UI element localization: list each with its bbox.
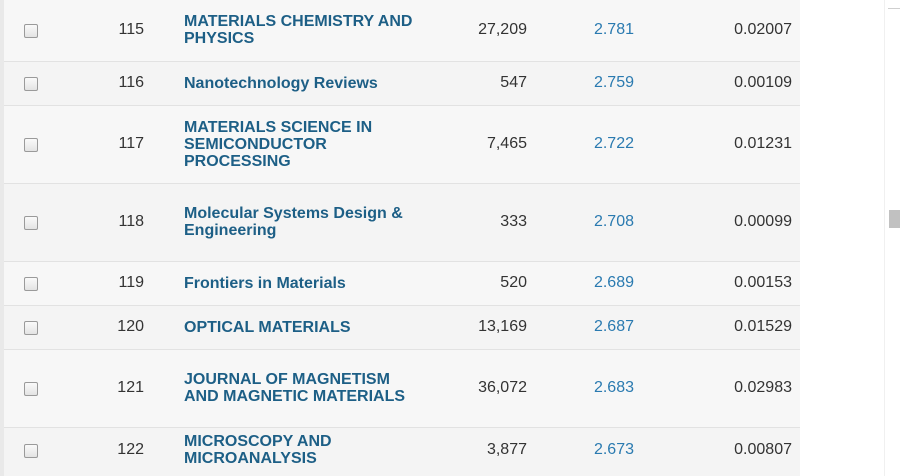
eigenfactor-cell: 0.00807 <box>734 441 792 458</box>
journal-results-table: 115 MATERIALS CHEMISTRY AND PHYSICS 27,2… <box>4 0 800 476</box>
rank-cell: 119 <box>118 274 144 291</box>
total-cites-cell: 3,877 <box>486 441 527 458</box>
journal-title-link[interactable]: Frontiers in Materials <box>184 275 346 292</box>
scrollbar-thumb[interactable] <box>889 210 900 228</box>
total-cites-cell: 27,209 <box>478 21 527 38</box>
journal-title-link[interactable]: Nanotechnology Reviews <box>184 75 378 92</box>
eigenfactor-cell: 0.00153 <box>734 274 792 291</box>
row-select-checkbox[interactable] <box>24 216 38 230</box>
journal-title-link[interactable]: JOURNAL OF MAGNETISM AND MAGNETIC MATERI… <box>184 371 406 405</box>
impact-factor-link[interactable]: 2.689 <box>593 274 634 291</box>
impact-factor-link[interactable]: 2.759 <box>593 74 634 91</box>
row-select-checkbox[interactable] <box>24 382 38 396</box>
table-row: 117 MATERIALS SCIENCE IN SEMICONDUCTOR P… <box>4 106 800 184</box>
impact-factor-link[interactable]: 2.687 <box>593 318 634 335</box>
total-cites-cell: 36,072 <box>478 379 527 396</box>
rank-cell: 117 <box>118 135 144 152</box>
row-select-checkbox[interactable] <box>24 138 38 152</box>
rank-cell: 118 <box>118 213 144 230</box>
table-row: 120 OPTICAL MATERIALS 13,169 2.687 0.015… <box>4 306 800 350</box>
journal-title-link[interactable]: MICROSCOPY AND MICROANALYSIS <box>184 433 332 467</box>
scrollbar-top-mark <box>888 8 900 9</box>
rank-cell: 122 <box>117 441 144 458</box>
eigenfactor-cell: 0.01529 <box>734 318 792 335</box>
table-row: 121 JOURNAL OF MAGNETISM AND MAGNETIC MA… <box>4 350 800 428</box>
journal-title-link[interactable]: MATERIALS SCIENCE IN SEMICONDUCTOR PROCE… <box>184 119 373 170</box>
rank-cell: 116 <box>118 74 144 91</box>
rank-cell: 121 <box>117 379 144 396</box>
row-select-checkbox[interactable] <box>24 321 38 335</box>
row-select-checkbox[interactable] <box>24 77 38 91</box>
right-empty-area <box>800 0 900 476</box>
table-row: 118 Molecular Systems Design & Engineeri… <box>4 184 800 262</box>
row-select-checkbox[interactable] <box>24 444 38 458</box>
table-row: 122 MICROSCOPY AND MICROANALYSIS 3,877 2… <box>4 428 800 476</box>
table-row: 115 MATERIALS CHEMISTRY AND PHYSICS 27,2… <box>4 0 800 62</box>
row-select-checkbox[interactable] <box>24 24 38 38</box>
vertical-scrollbar[interactable] <box>884 0 900 476</box>
eigenfactor-cell: 0.02007 <box>734 21 792 38</box>
journal-title-link[interactable]: MATERIALS CHEMISTRY AND PHYSICS <box>184 13 413 47</box>
impact-factor-link[interactable]: 2.708 <box>593 213 634 230</box>
eigenfactor-cell: 0.01231 <box>734 135 792 152</box>
left-panel-edge <box>0 0 4 476</box>
total-cites-cell: 333 <box>500 213 527 230</box>
impact-factor-link[interactable]: 2.781 <box>593 21 634 38</box>
rank-cell: 120 <box>117 318 144 335</box>
eigenfactor-cell: 0.02983 <box>734 379 792 396</box>
impact-factor-link[interactable]: 2.673 <box>593 441 634 458</box>
total-cites-cell: 520 <box>500 274 527 291</box>
journal-title-link[interactable]: OPTICAL MATERIALS <box>184 319 351 336</box>
journal-title-link[interactable]: Molecular Systems Design & Engineering <box>184 205 403 239</box>
eigenfactor-cell: 0.00099 <box>734 213 792 230</box>
table-row: 116 Nanotechnology Reviews 547 2.759 0.0… <box>4 62 800 106</box>
total-cites-cell: 547 <box>500 74 527 91</box>
impact-factor-link[interactable]: 2.722 <box>593 135 634 152</box>
table-row: 119 Frontiers in Materials 520 2.689 0.0… <box>4 262 800 306</box>
row-select-checkbox[interactable] <box>24 277 38 291</box>
total-cites-cell: 7,465 <box>486 135 527 152</box>
total-cites-cell: 13,169 <box>478 318 527 335</box>
impact-factor-link[interactable]: 2.683 <box>593 379 634 396</box>
eigenfactor-cell: 0.00109 <box>734 74 792 91</box>
rank-cell: 115 <box>118 21 144 38</box>
